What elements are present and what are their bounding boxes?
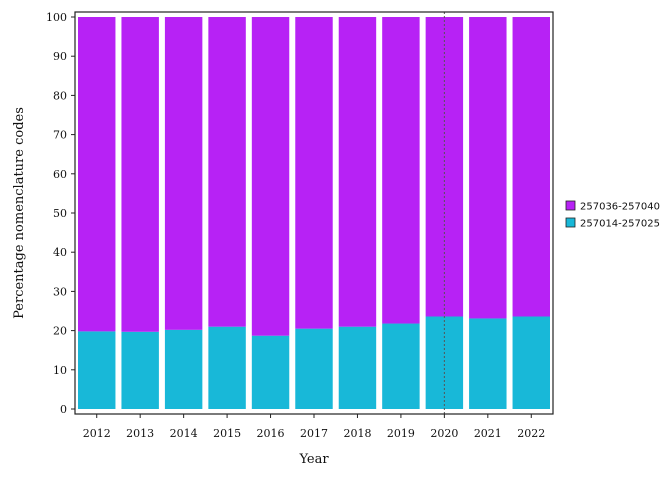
y-tick-label-90: 90 [53,50,67,63]
y-tick-label-40: 40 [53,246,67,259]
y-axis: 0 10 20 30 40 50 60 70 80 90 100 [46,11,75,416]
bar-2015-series-2 [208,17,246,327]
bar-2015-series-1 [208,326,246,409]
bar-2018-series-2 [338,17,377,327]
legend: 257036-257040 257014-257025 [565,200,660,230]
bar-2016-series-1 [251,335,290,409]
bars-layer [78,17,550,409]
x-tick-label-2020: 2020 [430,427,458,440]
bar-2016-series-2 [251,17,290,336]
legend-label-2: 257014-257025 [580,219,660,230]
x-tick-label-2017: 2017 [300,427,328,440]
bar-2013-series-2 [121,17,159,332]
bar-2019-series-1 [382,323,420,409]
x-axis-title: Year [298,452,329,467]
y-axis-title: Percentage nomenclature codes [12,107,27,319]
bar-2014-series-1 [164,329,203,409]
y-tick-label-20: 20 [53,325,67,338]
x-tick-label-2019: 2019 [387,427,415,440]
y-tick-label-30: 30 [53,285,67,298]
x-tick-label-2022: 2022 [517,427,545,440]
bar-2017-series-1 [295,328,333,409]
bar-2020-series-2 [425,17,464,317]
bar-2012-series-2 [78,17,116,332]
bar-2018-series-1 [338,326,377,409]
y-tick-label-100: 100 [46,11,67,24]
bar-2012-series-1 [78,331,116,409]
bar-2017-series-2 [295,17,333,329]
bar-2019-series-2 [382,17,420,324]
x-tick-label-2021: 2021 [474,427,502,440]
bar-2021-series-2 [469,17,507,319]
bar-2021-series-1 [469,318,507,409]
y-tick-label-70: 70 [53,129,67,142]
y-tick-label-60: 60 [53,168,67,181]
bar-2022-series-2 [512,17,550,317]
legend-swatch-2 [565,217,576,228]
legend-label-1: 257036-257040 [580,202,660,213]
bar-2020-series-1 [425,316,464,409]
x-tick-label-2018: 2018 [343,427,371,440]
x-tick-label-2013: 2013 [126,427,154,440]
x-axis: 2012 2013 2014 2015 2016 2017 2018 2019 2020 2021… [83,414,545,440]
y-tick-label-0: 0 [60,403,67,416]
x-tick-label-2014: 2014 [170,427,198,440]
y-tick-label-50: 50 [53,207,67,220]
x-tick-label-2012: 2012 [83,427,111,440]
bar-2013-series-1 [121,331,159,409]
y-tick-label-10: 10 [53,364,67,377]
bar-2022-series-1 [512,316,550,409]
y-tick-label-80: 80 [53,89,67,102]
legend-swatch-1 [565,200,576,211]
x-tick-label-2015: 2015 [213,427,241,440]
x-tick-label-2016: 2016 [257,427,285,440]
bar-2014-series-2 [164,17,203,330]
